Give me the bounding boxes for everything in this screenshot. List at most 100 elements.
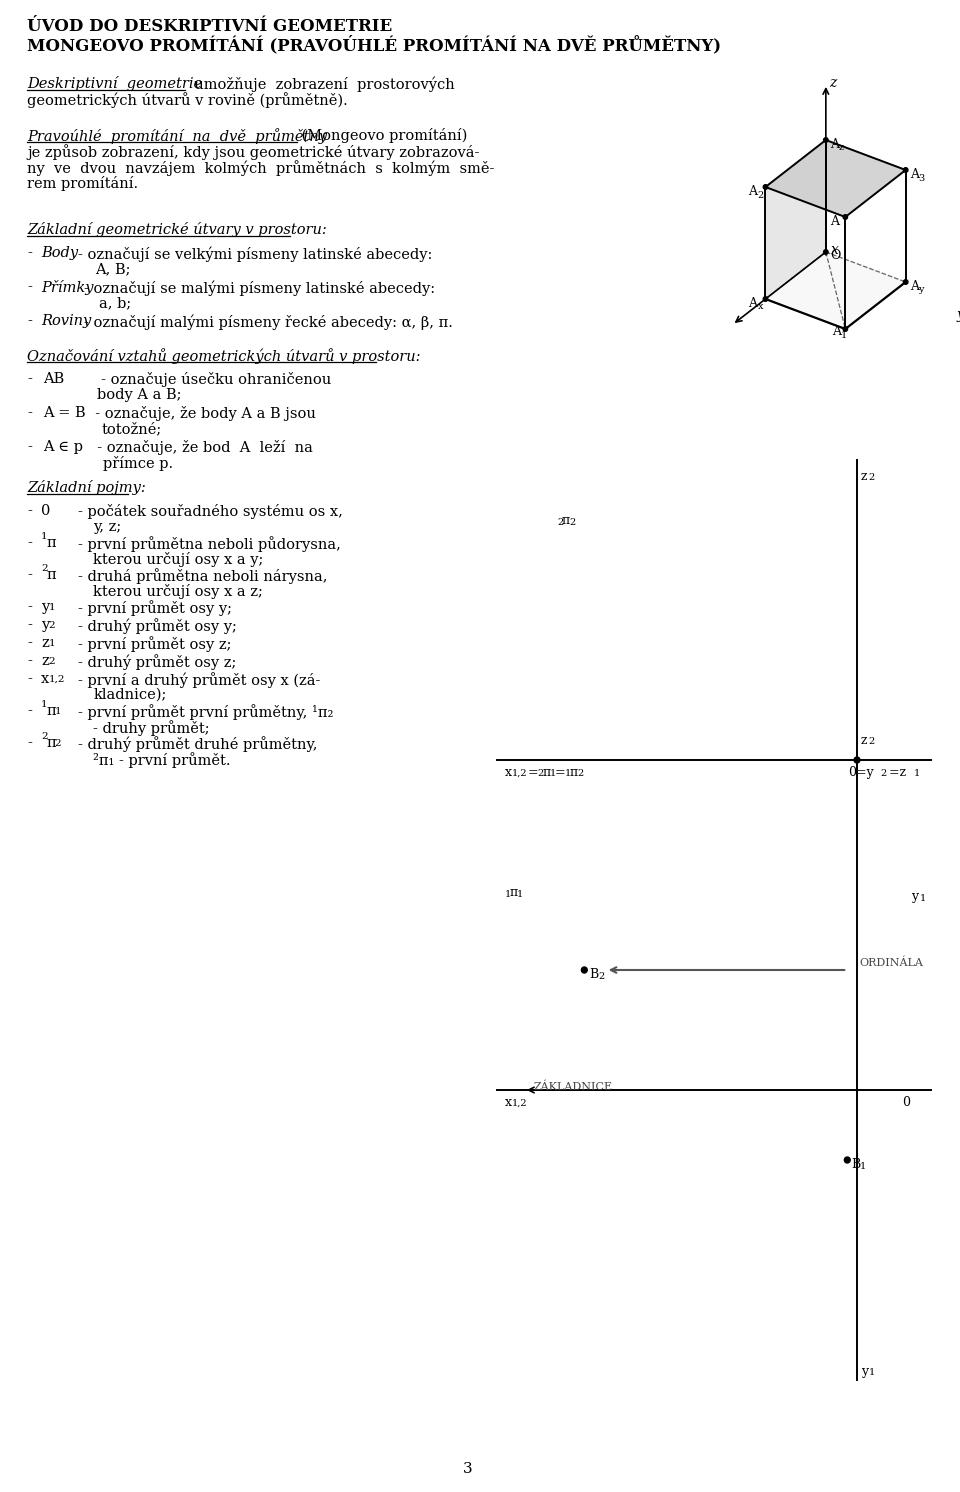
Text: A, B;: A, B; bbox=[95, 263, 131, 276]
Text: Body: Body bbox=[41, 246, 78, 260]
Text: 2: 2 bbox=[757, 191, 764, 200]
Text: ZÁKLADNICE: ZÁKLADNICE bbox=[534, 1082, 612, 1092]
Text: - označuje, že bod  A  leží  na: - označuje, že bod A leží na bbox=[87, 440, 313, 455]
Circle shape bbox=[843, 215, 848, 219]
Text: A: A bbox=[748, 297, 756, 310]
Text: y: y bbox=[861, 1365, 868, 1379]
Text: kterou určují osy x a y;: kterou určují osy x a y; bbox=[93, 552, 264, 567]
Text: - označuje, že body A a B jsou: - označuje, že body A a B jsou bbox=[85, 406, 316, 421]
Circle shape bbox=[763, 297, 768, 301]
Text: A: A bbox=[909, 280, 919, 292]
Text: 1: 1 bbox=[41, 700, 48, 709]
Text: A: A bbox=[748, 185, 756, 198]
Polygon shape bbox=[765, 140, 905, 216]
Text: π: π bbox=[542, 765, 551, 779]
Text: 2: 2 bbox=[49, 621, 56, 630]
Circle shape bbox=[903, 279, 908, 285]
Text: z: z bbox=[828, 76, 836, 90]
Text: -: - bbox=[27, 280, 32, 294]
Text: π: π bbox=[510, 886, 517, 900]
Text: z: z bbox=[41, 653, 49, 668]
Text: - první průmět osy z;: - první průmět osy z; bbox=[78, 636, 231, 652]
Text: 1: 1 bbox=[49, 603, 56, 612]
Text: -: - bbox=[27, 704, 32, 718]
Text: - druhy průmět;: - druhy průmět; bbox=[93, 721, 210, 736]
Text: - první průmětna neboli půdorysna,: - první průmětna neboli půdorysna, bbox=[78, 536, 341, 552]
Text: - druhý průmět osy z;: - druhý průmět osy z; bbox=[78, 653, 236, 670]
Text: 1: 1 bbox=[869, 1368, 875, 1377]
Text: Základní geometrické útvary v prostoru:: Základní geometrické útvary v prostoru: bbox=[27, 222, 327, 237]
Text: ²π₁ - první průmět.: ²π₁ - první průmět. bbox=[93, 752, 231, 768]
Text: - označují malými písmeny řecké abecedy: α, β, π.: - označují malými písmeny řecké abecedy:… bbox=[84, 313, 452, 330]
Text: 2: 2 bbox=[41, 733, 48, 742]
Text: B: B bbox=[589, 968, 598, 982]
Text: A: A bbox=[829, 215, 839, 228]
Text: z: z bbox=[861, 734, 868, 747]
Text: y: y bbox=[919, 285, 924, 294]
Text: A: A bbox=[831, 325, 841, 339]
Text: 3: 3 bbox=[919, 175, 924, 184]
Text: -: - bbox=[27, 671, 32, 686]
Text: O: O bbox=[830, 249, 841, 263]
Text: y: y bbox=[912, 891, 919, 903]
Text: Označování vztahů geometrických útvarů v prostoru:: Označování vztahů geometrických útvarů v… bbox=[27, 348, 420, 364]
Text: π: π bbox=[47, 568, 57, 582]
Text: x: x bbox=[504, 765, 512, 779]
Text: (Mongeovo promítání): (Mongeovo promítání) bbox=[297, 128, 468, 143]
Text: - první a druhý průmět osy x (zá-: - první a druhý průmět osy x (zá- bbox=[78, 671, 321, 688]
Text: -: - bbox=[27, 600, 32, 615]
Text: umožňuje  zobrazení  prostorových: umožňuje zobrazení prostorových bbox=[185, 76, 455, 91]
Text: 3: 3 bbox=[463, 1462, 472, 1476]
Text: Přímky: Přímky bbox=[41, 280, 93, 295]
Text: 2: 2 bbox=[538, 768, 543, 777]
Text: 1: 1 bbox=[550, 768, 557, 777]
Text: kterou určují osy x a z;: kterou určují osy x a z; bbox=[93, 583, 263, 598]
Text: z: z bbox=[41, 636, 49, 651]
Text: 0=y: 0=y bbox=[849, 765, 874, 779]
Text: -: - bbox=[27, 313, 32, 328]
Text: 2: 2 bbox=[578, 768, 584, 777]
Text: totožné;: totožné; bbox=[102, 422, 161, 436]
Text: ÚVOD DO DESKRIPTIVNÍ GEOMETRIE: ÚVOD DO DESKRIPTIVNÍ GEOMETRIE bbox=[27, 18, 393, 34]
Text: ny  ve  dvou  navzájem  kolmých  průmětnách  s  kolmým  smě-: ny ve dvou navzájem kolmých průmětnách s… bbox=[27, 160, 494, 176]
Text: AB: AB bbox=[43, 372, 64, 386]
Text: body A a B;: body A a B; bbox=[97, 388, 181, 401]
Text: -: - bbox=[27, 504, 32, 518]
Circle shape bbox=[824, 137, 828, 142]
Text: y: y bbox=[956, 307, 960, 322]
Text: 2: 2 bbox=[569, 518, 576, 527]
Text: MONGEOVO PROMÍTÁNÍ (PRAVOÚHLÉ PROMÍTÁNÍ NA DVĚ PRŮMĚTNY): MONGEOVO PROMÍTÁNÍ (PRAVOÚHLÉ PROMÍTÁNÍ … bbox=[27, 36, 721, 55]
Text: 2: 2 bbox=[55, 739, 61, 747]
Text: -: - bbox=[27, 440, 32, 454]
Text: -: - bbox=[27, 618, 32, 633]
Text: -: - bbox=[27, 406, 32, 421]
Text: přímce p.: přímce p. bbox=[104, 457, 174, 471]
Text: =z: =z bbox=[885, 765, 906, 779]
Text: - druhá průmětna neboli nárysna,: - druhá průmětna neboli nárysna, bbox=[78, 568, 327, 583]
Text: 1,2: 1,2 bbox=[513, 1100, 528, 1109]
Text: Základní pojmy:: Základní pojmy: bbox=[27, 480, 146, 495]
Text: π: π bbox=[47, 536, 57, 551]
Text: Pravoúhlé  promítání  na  dvě  průmětny: Pravoúhlé promítání na dvě průmětny bbox=[27, 128, 327, 143]
Circle shape bbox=[903, 167, 908, 172]
Text: 1: 1 bbox=[564, 768, 571, 777]
Text: 1,2: 1,2 bbox=[49, 674, 65, 683]
Text: 1: 1 bbox=[55, 707, 61, 716]
Text: 2: 2 bbox=[869, 737, 875, 746]
Text: - první průmět první průmětny, ¹π₂: - první průmět první průmětny, ¹π₂ bbox=[78, 704, 333, 719]
Text: - označují se velkými písmeny latinské abecedy:: - označují se velkými písmeny latinské a… bbox=[78, 246, 432, 261]
Text: 1: 1 bbox=[921, 894, 926, 903]
Text: -: - bbox=[27, 536, 32, 551]
Text: 1: 1 bbox=[41, 533, 48, 542]
Text: 1: 1 bbox=[914, 768, 920, 777]
Text: x: x bbox=[757, 301, 763, 310]
Text: 1: 1 bbox=[860, 1162, 866, 1171]
Polygon shape bbox=[765, 252, 905, 330]
Text: B: B bbox=[852, 1158, 860, 1171]
Text: 2: 2 bbox=[49, 656, 56, 665]
Text: z: z bbox=[838, 143, 844, 152]
Text: -: - bbox=[27, 568, 32, 582]
Circle shape bbox=[845, 1156, 851, 1162]
Text: - první průmět osy y;: - první průmět osy y; bbox=[78, 600, 232, 616]
Text: y: y bbox=[41, 600, 49, 615]
